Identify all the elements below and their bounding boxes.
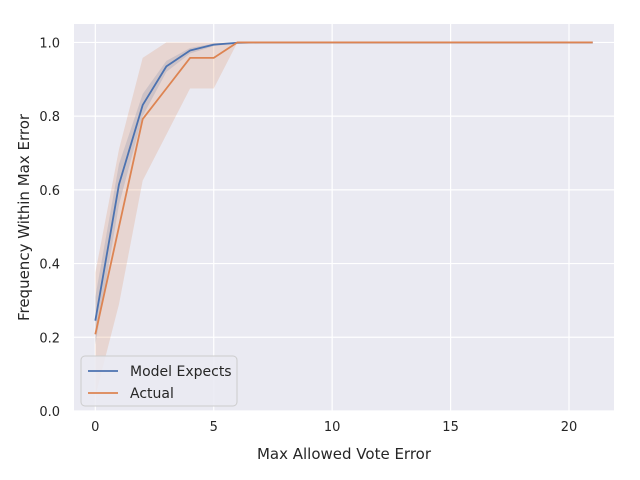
confidence-bands	[95, 42, 593, 397]
x-tick-labels: 0 5 10 15 20	[91, 420, 577, 435]
y-tick-label: 0.6	[39, 184, 60, 199]
x-tick-label: 10	[324, 420, 341, 435]
legend-frame	[80, 355, 238, 407]
y-tick-label: 1.0	[39, 36, 60, 51]
series-line-actual	[94, 41, 593, 335]
y-tick-label: 0.8	[39, 110, 60, 125]
y-axis-label: Frequency Within Max Error	[15, 113, 33, 321]
x-tick-label: 0	[91, 420, 99, 435]
y-tick-label: 0.2	[39, 331, 60, 346]
y-tick-label: 0.0	[39, 405, 60, 420]
y-tick-label: 0.4	[39, 258, 60, 273]
legend: Model Expects Actual	[80, 355, 238, 407]
x-tick-label: 15	[442, 420, 459, 435]
x-tick-label: 5	[210, 420, 218, 435]
legend-entry: Actual	[130, 386, 174, 402]
y-tick-labels: 0.0 0.2 0.4 0.6 0.8 1.0	[39, 36, 60, 420]
plot-background	[74, 24, 614, 411]
legend-entry: Model Expects	[130, 364, 232, 380]
confidence-band-actual	[95, 42, 593, 397]
series-lines	[94, 41, 593, 335]
x-tick-label: 20	[561, 420, 578, 435]
x-axis-label: Max Allowed Vote Error	[257, 445, 432, 463]
